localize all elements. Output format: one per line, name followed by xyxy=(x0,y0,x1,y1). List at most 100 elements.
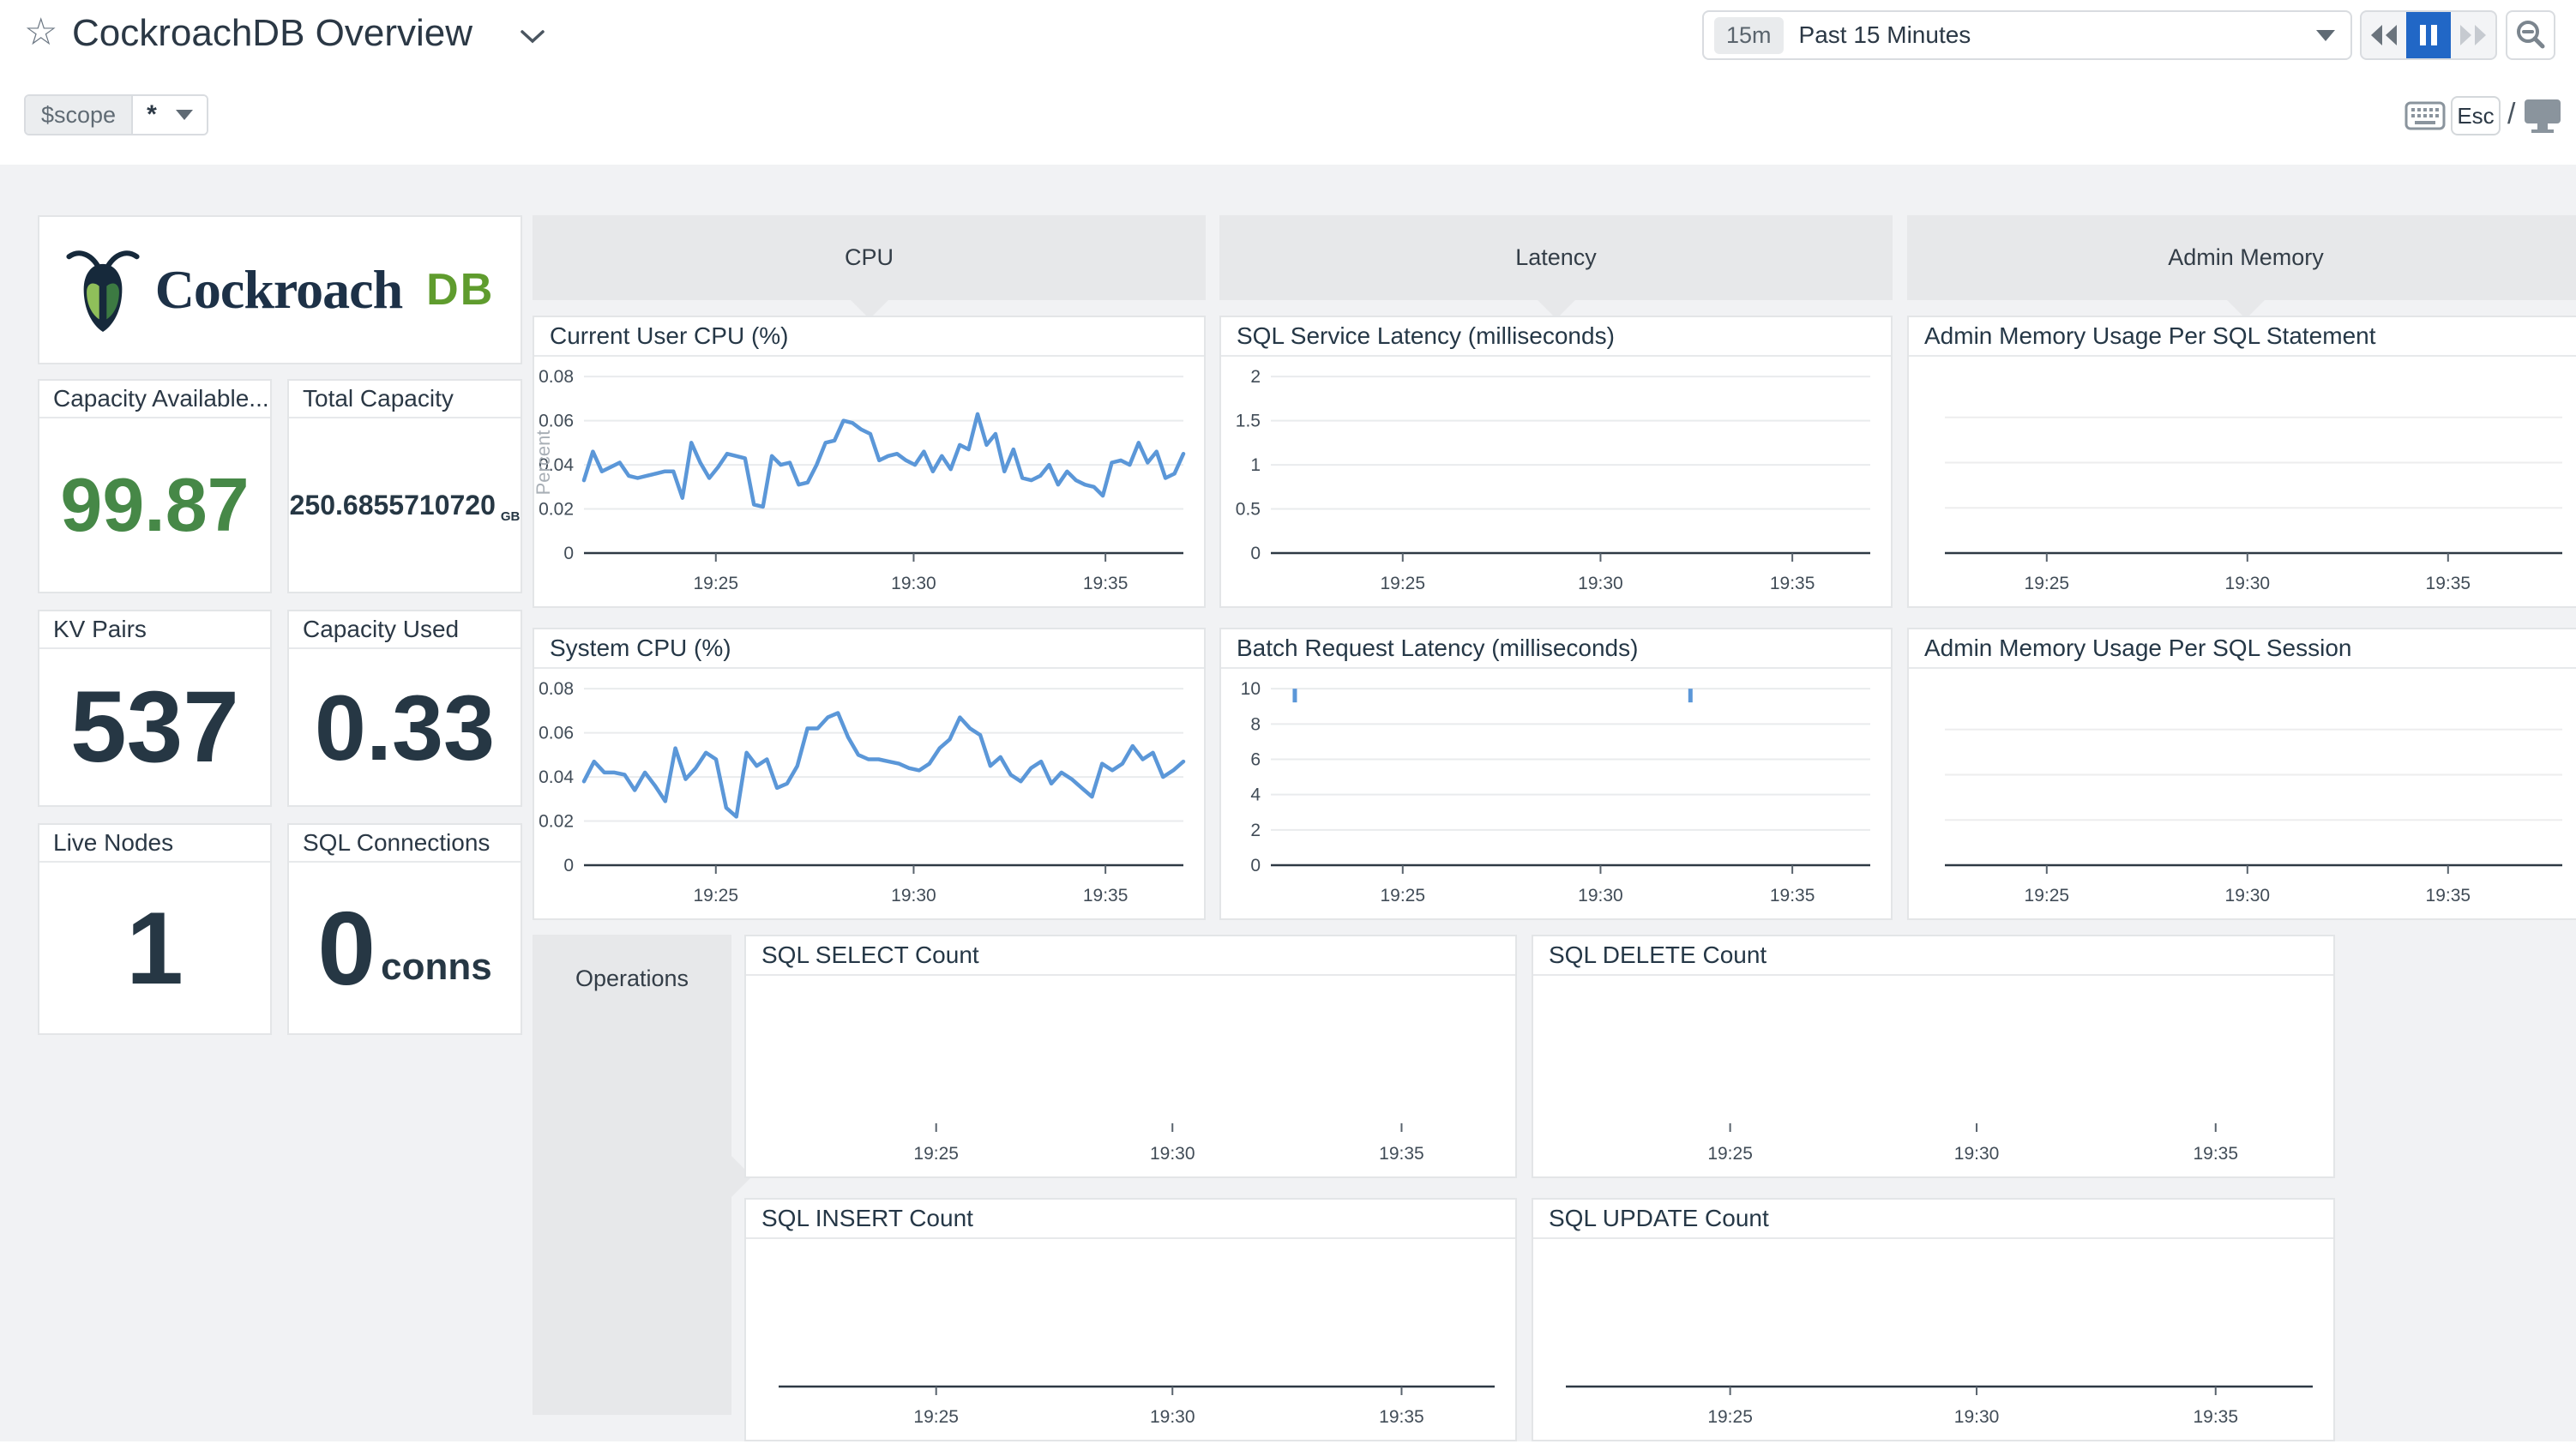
svg-text:19:35: 19:35 xyxy=(1379,1407,1424,1427)
chart-title: SQL DELETE Count xyxy=(1533,936,2333,976)
pause-button[interactable] xyxy=(2406,12,2451,58)
svg-text:19:25: 19:25 xyxy=(913,1407,959,1427)
chart-title: Current User CPU (%) xyxy=(534,317,1204,357)
stat-card-live-nodes: Live Nodes 1 xyxy=(38,823,272,1035)
svg-text:19:25: 19:25 xyxy=(2025,886,2070,906)
svg-text:0: 0 xyxy=(1250,856,1261,875)
scope-value-dropdown[interactable]: * xyxy=(133,96,207,134)
stat-value: 537 xyxy=(70,669,239,785)
svg-text:19:35: 19:35 xyxy=(1083,886,1129,906)
zoom-out-button[interactable] xyxy=(2506,10,2555,60)
favorite-star-icon[interactable]: ☆ xyxy=(24,14,57,51)
zoom-out-magnifier-icon xyxy=(2515,20,2546,51)
svg-text:19:25: 19:25 xyxy=(1707,1144,1753,1164)
svg-text:19:25: 19:25 xyxy=(2025,574,2070,593)
stat-title: SQL Connections xyxy=(289,825,521,863)
template-variable-scope[interactable]: $scope * xyxy=(24,94,208,135)
time-range-label: Past 15 Minutes xyxy=(1799,21,1971,49)
chart-title: Admin Memory Usage Per SQL Session xyxy=(1909,629,2576,669)
chart-plot-sql-insert-count[interactable]: 19:25 19:30 19:35 xyxy=(746,1239,1515,1440)
fast-forward-button[interactable] xyxy=(2451,12,2495,58)
rewind-button[interactable] xyxy=(2362,12,2406,58)
svg-text:0.02: 0.02 xyxy=(539,500,574,520)
chart-title: Admin Memory Usage Per SQL Statement xyxy=(1909,317,2576,357)
stat-title: Total Capacity xyxy=(289,381,521,418)
svg-text:1.5: 1.5 xyxy=(1236,412,1261,431)
stat-value: 0.33 xyxy=(315,674,495,781)
stat-card-kv-pairs: KV Pairs 537 xyxy=(38,610,272,807)
chart-card-admin-memory-statement: Admin Memory Usage Per SQL Statement 19:… xyxy=(1907,316,2576,608)
svg-text:2: 2 xyxy=(1250,821,1261,840)
stat-value: 1 xyxy=(126,889,184,1008)
svg-text:19:30: 19:30 xyxy=(891,574,936,593)
logo-suffix-text: DB xyxy=(426,264,494,316)
tv-mode-icon[interactable] xyxy=(2523,98,2562,138)
title-chevron-down-icon[interactable] xyxy=(520,29,545,49)
stat-title: Capacity Used xyxy=(289,611,521,649)
svg-text:8: 8 xyxy=(1250,714,1261,734)
esc-key-hint: Esc xyxy=(2451,96,2501,135)
svg-text:19:35: 19:35 xyxy=(2426,574,2471,593)
svg-text:19:30: 19:30 xyxy=(2225,886,2271,906)
svg-text:19:35: 19:35 xyxy=(1770,574,1815,593)
stat-value: 250.6855710720 xyxy=(290,490,496,521)
svg-text:2: 2 xyxy=(1250,367,1261,387)
stat-title: KV Pairs xyxy=(39,611,270,649)
chart-title: SQL SELECT Count xyxy=(746,936,1515,976)
chart-plot-admin-memory-session[interactable]: 19:25 19:30 19:35 xyxy=(1909,669,2576,918)
svg-text:0.06: 0.06 xyxy=(539,724,574,743)
svg-text:19:35: 19:35 xyxy=(1083,574,1129,593)
svg-text:0: 0 xyxy=(563,856,574,875)
group-label: CPU xyxy=(845,244,894,271)
group-header-latency[interactable]: Latency xyxy=(1219,215,1893,300)
svg-text:0.04: 0.04 xyxy=(539,767,574,787)
svg-text:19:35: 19:35 xyxy=(1379,1144,1424,1164)
stat-unit: GB xyxy=(501,487,521,524)
svg-text:0: 0 xyxy=(1250,544,1261,563)
svg-text:19:35: 19:35 xyxy=(2193,1407,2238,1427)
group-header-operations[interactable]: Operations xyxy=(533,935,731,1415)
svg-text:1: 1 xyxy=(1250,455,1261,475)
stat-title: Live Nodes xyxy=(39,825,270,863)
chart-plot-sql-select-count[interactable]: 19:25 19:30 19:35 xyxy=(746,976,1515,1176)
fast-forward-icon xyxy=(2459,23,2488,47)
chart-title: SQL INSERT Count xyxy=(746,1200,1515,1239)
svg-text:19:25: 19:25 xyxy=(913,1144,959,1164)
group-header-admin-memory[interactable]: Admin Memory xyxy=(1907,215,2576,300)
scope-var-name: $scope xyxy=(26,96,133,134)
svg-text:19:30: 19:30 xyxy=(1578,574,1623,593)
svg-text:0.08: 0.08 xyxy=(539,367,574,387)
time-range-badge: 15m xyxy=(1714,17,1784,54)
svg-text:19:25: 19:25 xyxy=(1707,1407,1753,1427)
group-header-cpu[interactable]: CPU xyxy=(533,215,1206,300)
chart-card-sql-insert-count: SQL INSERT Count 19:25 19:30 19:35 xyxy=(744,1198,1517,1441)
svg-text:19:35: 19:35 xyxy=(2426,886,2471,906)
time-range-picker[interactable]: 15m Past 15 Minutes xyxy=(1702,10,2352,60)
svg-text:19:35: 19:35 xyxy=(1770,886,1815,906)
slash-separator: / xyxy=(2507,98,2515,131)
svg-text:19:30: 19:30 xyxy=(1150,1407,1195,1427)
chart-title: Batch Request Latency (milliseconds) xyxy=(1221,629,1891,669)
keyboard-shortcuts-icon[interactable] xyxy=(2404,101,2446,135)
time-shift-button-group xyxy=(2360,10,2497,60)
svg-text:4: 4 xyxy=(1250,785,1261,805)
group-label: Operations xyxy=(533,966,731,992)
caret-down-icon xyxy=(176,110,193,120)
page-title: CockroachDB Overview xyxy=(72,12,472,55)
group-label: Latency xyxy=(1515,244,1597,271)
svg-text:0.5: 0.5 xyxy=(1236,500,1261,520)
svg-text:19:30: 19:30 xyxy=(1150,1144,1195,1164)
stat-card-capacity-used: Capacity Used 0.33 xyxy=(287,610,522,807)
